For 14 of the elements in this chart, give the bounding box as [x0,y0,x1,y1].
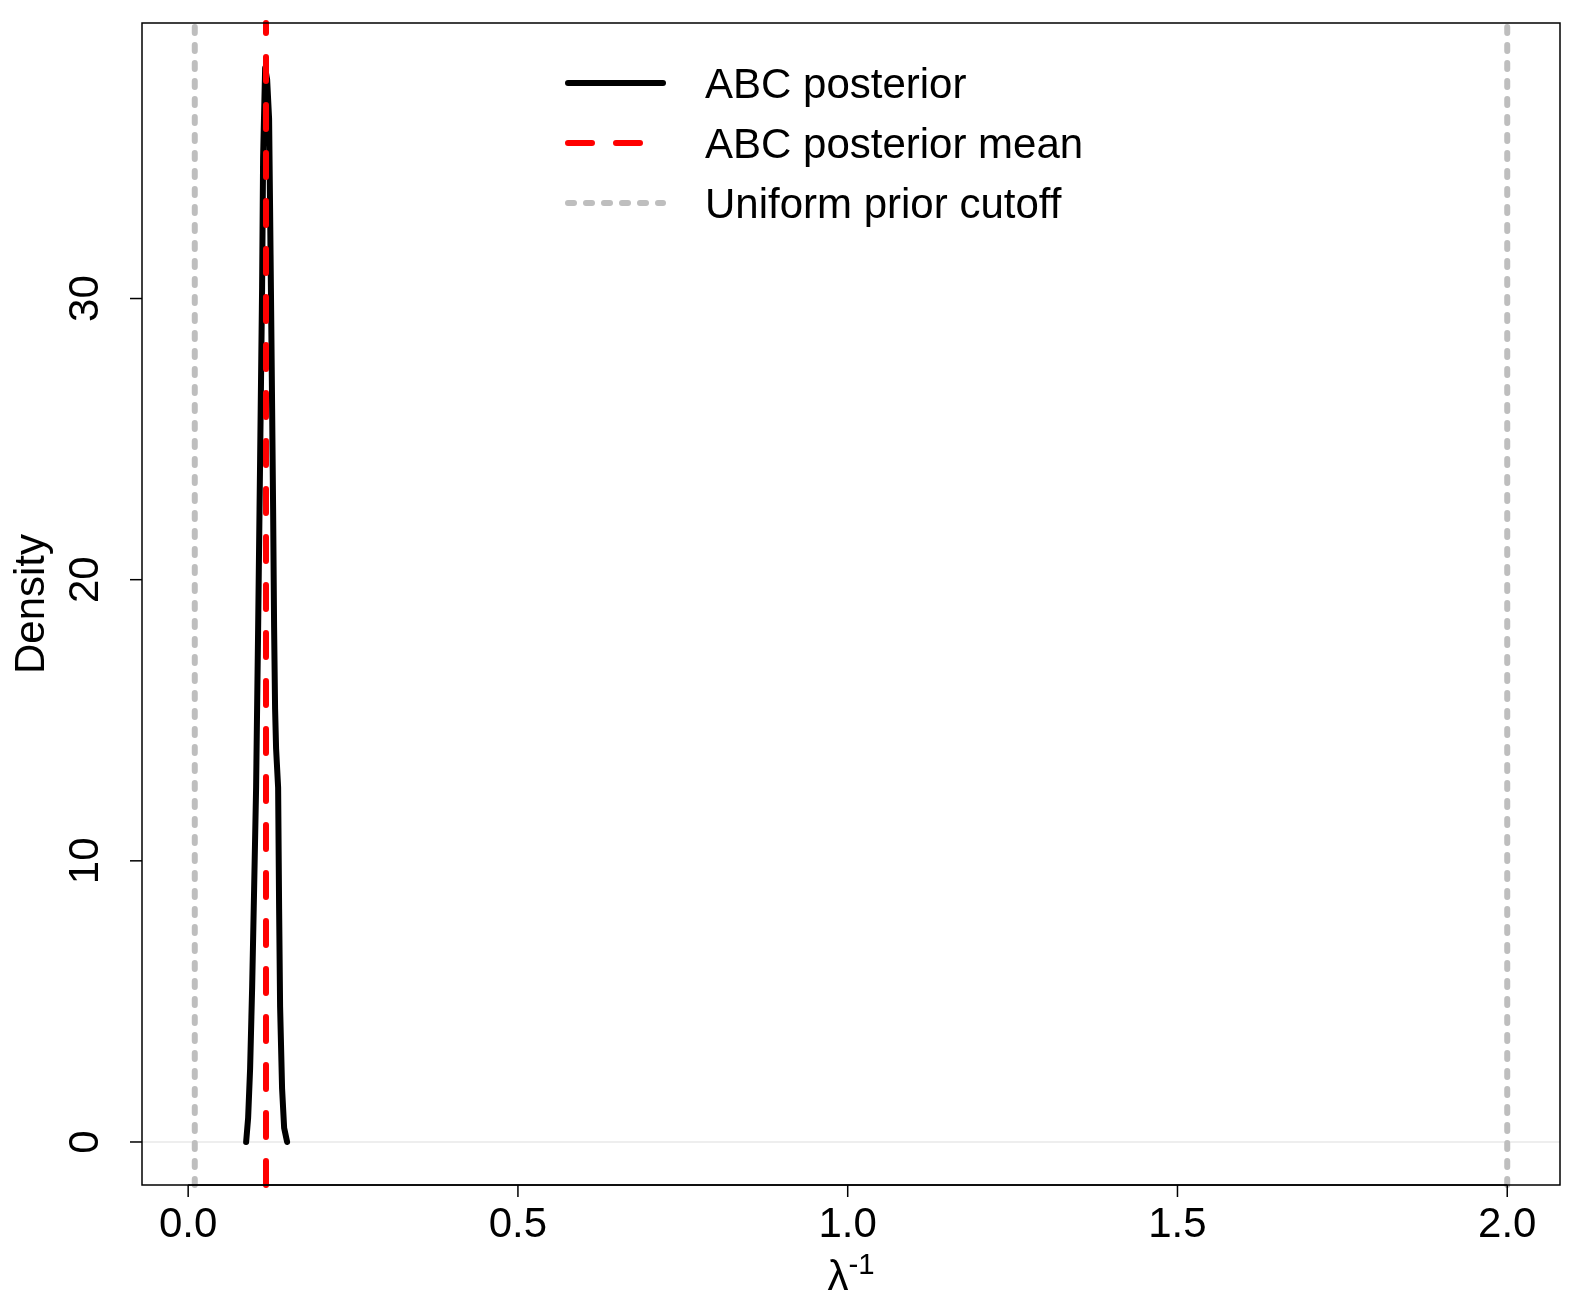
x-tick-label: 1.5 [1148,1199,1207,1246]
legend-label: ABC posterior mean [705,120,1084,167]
y-tick-label: 0 [60,1130,107,1154]
x-tick-label: 2.0 [1478,1199,1537,1246]
x-tick-label: 1.0 [818,1199,877,1246]
legend-label: Uniform prior cutoff [705,180,1062,227]
legend-label: ABC posterior [705,60,967,107]
y-tick-label: 30 [60,275,107,322]
y-axis-title: Density [6,533,53,675]
x-axis-title: λ$^{-1}$ [827,1246,875,1299]
x-tick-label: 0.0 [158,1199,218,1246]
y-tick-label: 20 [60,556,107,604]
x-tick-label: 0.5 [488,1199,548,1246]
y-tick-label: 10 [60,837,107,885]
